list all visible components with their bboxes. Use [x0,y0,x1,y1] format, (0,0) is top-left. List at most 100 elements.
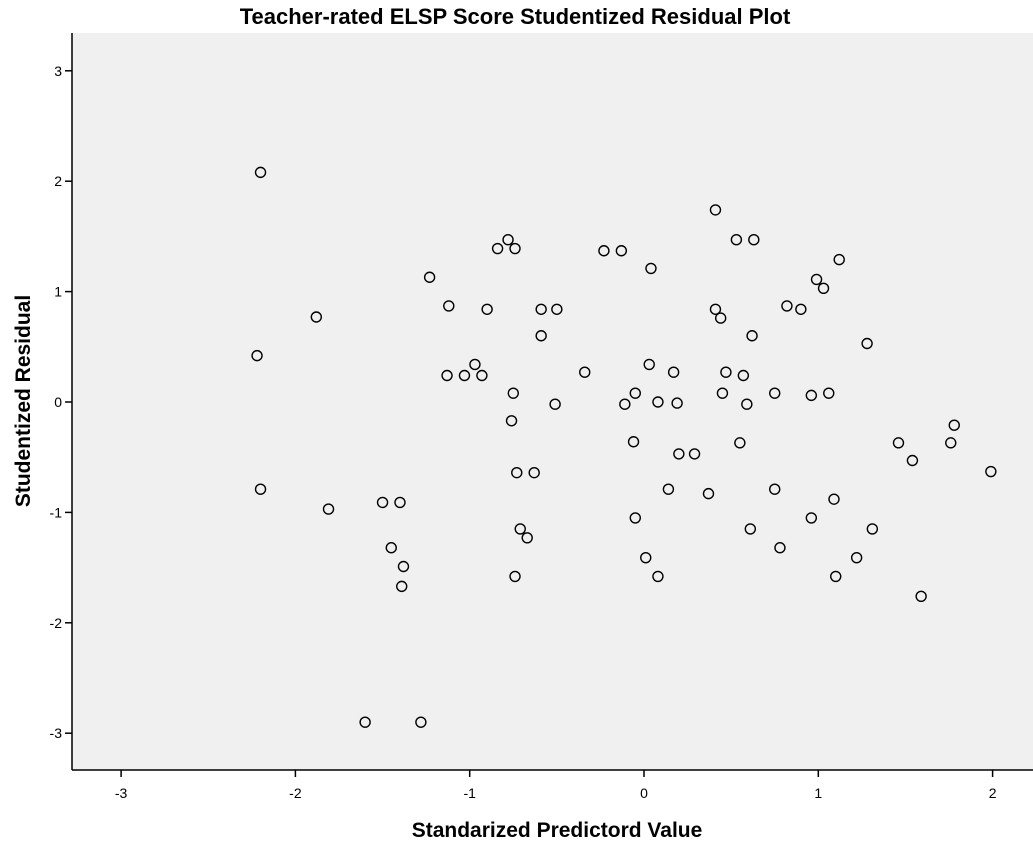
data-point [615,245,628,257]
data-point [850,551,863,564]
data-point [720,366,732,378]
data-point [458,369,471,382]
data-point [730,234,743,246]
data-point [415,716,427,728]
y-tick-label: -3 [50,725,63,741]
y-tick-label: 0 [54,394,62,410]
y-tick-label: 1 [54,284,62,300]
data-point [948,419,960,431]
data-point [645,262,657,275]
data-point [734,437,746,449]
data-point [744,523,757,535]
data-point [376,496,389,509]
y-tick-label: 2 [54,173,62,189]
data-point [511,466,523,479]
data-point [945,437,957,449]
data-point [671,397,683,409]
x-tick-label: -3 [115,785,128,801]
data-point [551,303,563,315]
data-point [810,273,823,286]
data-point [491,242,504,255]
y-axis-label: Studentized Residual [12,295,35,507]
data-point [828,493,840,505]
data-point [476,369,488,382]
x-tick-label: 2 [989,785,997,801]
data-point [507,387,519,399]
data-point [394,496,406,509]
data-point [737,369,750,382]
data-point [549,398,561,410]
data-point [640,551,652,564]
data-point [892,437,905,449]
data-point [746,330,758,342]
data-point [805,512,818,524]
data-point [322,503,335,515]
data-point [509,242,521,255]
data-point [521,532,533,544]
data-point [817,282,830,294]
data-point [823,387,835,399]
data-point [667,366,680,378]
data-point [774,542,786,554]
data-point [709,303,722,315]
data-point [795,303,807,315]
data-point [830,570,842,583]
y-tick-label: -1 [50,504,63,520]
y-tick-label: 3 [54,63,62,79]
data-point [915,590,927,603]
data-point [748,234,760,246]
data-point [861,337,873,350]
data-point [310,311,323,323]
data-point [481,303,493,315]
data-point [652,570,664,583]
data-point [662,483,675,495]
data-point [709,204,722,216]
data-point [535,330,547,342]
data-point [469,358,481,371]
data-point [769,387,781,399]
data-point [906,454,919,467]
data-point [629,387,641,399]
data-point [702,487,715,500]
x-tick-label: 1 [814,785,822,801]
y-tick-label: -2 [50,615,63,631]
data-point [833,253,845,266]
data-point [385,542,397,554]
data-point [769,483,781,495]
data-point [629,512,641,524]
x-tick-label: -1 [463,785,476,801]
data-point [254,166,267,179]
data-point [396,580,408,593]
data-point [716,387,729,399]
data-point [505,415,518,427]
data-point [535,303,547,315]
data-point [509,570,521,583]
data-point [985,465,997,478]
data-point [673,448,685,460]
data-point [714,312,727,324]
data-point [254,483,267,495]
data-point [643,358,655,371]
data-point [805,389,818,402]
data-point [652,396,664,408]
data-points [251,166,997,728]
data-point [619,398,631,410]
data-point [443,300,455,312]
data-point [598,245,610,257]
data-point [866,523,879,535]
data-point [441,369,453,382]
axes: -3 -2 -1 0 1 2 -3 -2 -1 0 1 2 3 [50,33,1033,801]
plot-area [72,33,1033,770]
data-point [528,466,540,479]
data-point [251,349,263,362]
data-point [627,436,640,448]
data-point [514,523,526,535]
x-tick-label: 0 [640,785,648,801]
data-point [397,560,410,573]
data-point [423,271,436,283]
data-point [359,716,371,728]
x-axis-label: Standarized Predictord Value [412,819,703,842]
data-point [688,448,701,460]
data-point [741,398,753,410]
